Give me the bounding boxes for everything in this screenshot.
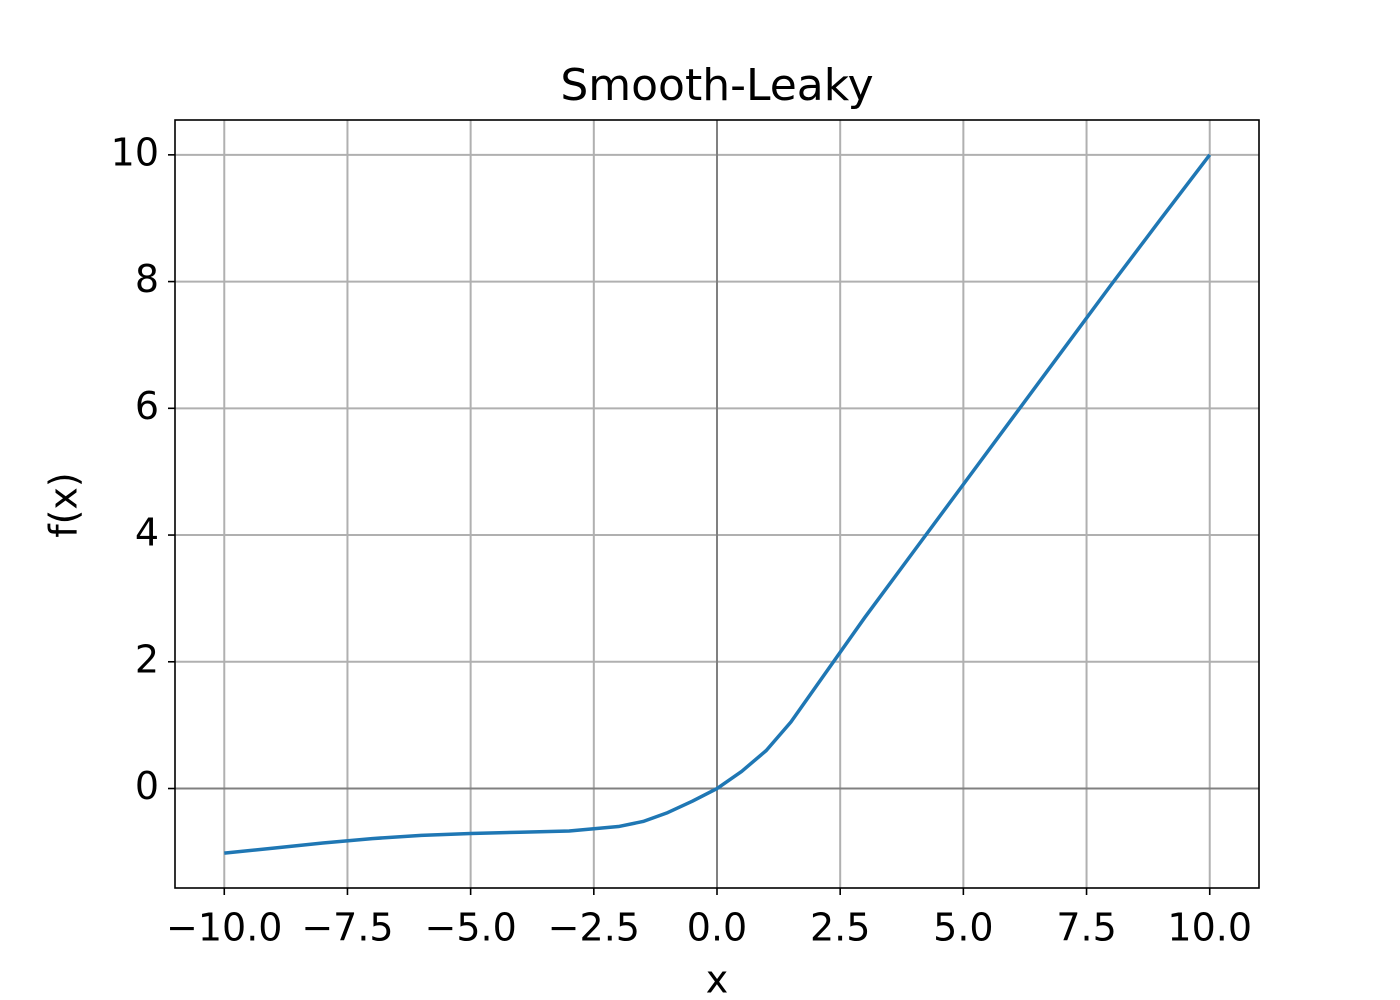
x-tick-label: −2.5 [548,906,640,950]
y-tick-label: 0 [135,764,159,808]
y-axis-label: f(x) [42,472,86,538]
chart-title: Smooth-Leaky [560,60,873,111]
x-tick-label: −5.0 [424,906,516,950]
x-tick-label: 10.0 [1167,906,1252,950]
x-tick-label: 2.5 [810,906,870,950]
y-tick-label: 4 [135,511,159,555]
plot-frame [174,119,1260,889]
y-tick-label: 8 [135,257,159,301]
x-axis-label: x [706,958,729,1000]
x-tick-label: 7.5 [1056,906,1116,950]
y-tick-label: 2 [135,637,159,681]
x-tick-label: −7.5 [301,906,393,950]
x-tick-label: −10.0 [166,906,282,950]
data-line [224,153,1212,855]
y-tick-label: 10 [111,130,159,174]
x-tick-label: 0.0 [687,906,747,950]
y-tick-label: 6 [135,384,159,428]
x-tick-label: 5.0 [933,906,993,950]
